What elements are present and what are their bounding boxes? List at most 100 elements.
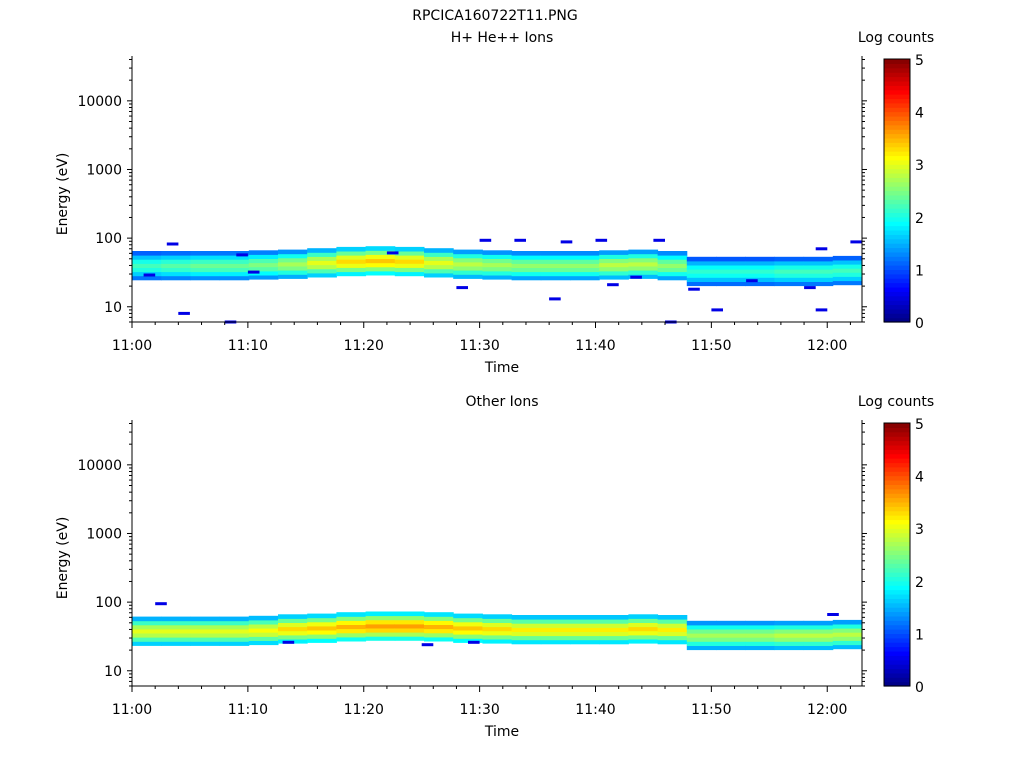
spectrogram-cell: [278, 622, 308, 628]
spectrogram-cell: [686, 620, 717, 626]
x-tick-label: 11:40: [575, 702, 615, 718]
spectrogram-cell: [161, 275, 191, 281]
colorbar-segment: [884, 423, 910, 428]
colorbar-segment: [884, 611, 910, 617]
spectrogram-cell: [716, 633, 746, 638]
spectrogram-cell: [161, 263, 191, 268]
spectrogram-cell: [336, 628, 367, 634]
spectrogram-cell: [394, 255, 425, 260]
spectrogram-cell: [657, 251, 688, 256]
spectrogram-cell: [482, 250, 513, 255]
spectrogram-cell: [132, 628, 162, 634]
low-count-cell: [827, 613, 839, 616]
colorbar-segment: [884, 532, 910, 538]
colorbar-segment: [884, 554, 910, 560]
spectrogram-cell: [161, 633, 191, 638]
spectrogram-cell: [803, 637, 834, 642]
colorbar-segment: [884, 475, 910, 481]
spectrogram-cell: [248, 615, 279, 621]
colorbar-segment: [884, 646, 910, 652]
x-tick-label: 12:00: [807, 702, 847, 718]
spectrogram-cell: [803, 265, 834, 270]
spectrogram-cell: [248, 632, 279, 637]
spectrogram-cell: [745, 269, 775, 274]
spectrogram-cell: [716, 645, 746, 651]
colorbar-tick-label: 3: [915, 158, 924, 174]
colorbar-segment: [884, 602, 910, 608]
spectrogram-cell: [599, 627, 629, 632]
spectrogram-cell: [803, 624, 834, 630]
x-tick-label: 11:50: [691, 702, 731, 718]
spectrogram-cell: [774, 281, 805, 287]
low-count-cell: [815, 308, 828, 312]
spectrogram-cell: [599, 270, 629, 276]
spectrogram-cell: [161, 251, 191, 256]
spectrogram-cell: [540, 627, 571, 632]
spectrogram-cell: [132, 637, 162, 642]
spectrogram-cell: [803, 645, 834, 651]
colorbar-segment: [884, 172, 910, 178]
colorbar-segment: [884, 593, 910, 599]
spectrogram-cell: [832, 260, 863, 265]
panel-title: H+ He++ Ions: [451, 30, 554, 46]
colorbar-segment: [884, 668, 910, 674]
spectrogram-cell: [453, 617, 483, 623]
colorbar-segment: [884, 63, 910, 69]
spectrogram-cell: [219, 251, 250, 256]
spectrogram-cell: [657, 627, 688, 632]
x-axis-label: Time: [484, 360, 519, 376]
spectrogram-cell: [716, 624, 746, 630]
colorbar-segment: [884, 85, 910, 91]
spectrogram-cell: [336, 259, 367, 264]
colorbar-segment: [884, 120, 910, 126]
colorbar-segment: [884, 458, 910, 464]
colorbar-segment: [884, 278, 910, 284]
spectrogram-cell: [686, 629, 717, 634]
spectrogram-cell: [832, 632, 863, 637]
colorbar-segment: [884, 479, 910, 485]
colorbar-segment: [884, 273, 910, 279]
spectrogram-cell: [190, 624, 221, 630]
colorbar-segment: [884, 181, 910, 187]
spectrogram-cell: [190, 267, 221, 273]
spectrogram-cell: [336, 251, 367, 256]
spectrogram-cell: [686, 645, 717, 651]
spectrogram-cell: [190, 251, 221, 256]
colorbar-segment: [884, 659, 910, 665]
x-tick-label: 11:50: [691, 338, 731, 354]
x-tick-label: 11:20: [344, 702, 384, 718]
spectrogram-cell: [628, 274, 659, 279]
colorbar-segment: [884, 265, 910, 270]
spectrogram-cell: [540, 271, 571, 277]
spectrogram-cell: [628, 622, 659, 628]
spectrogram-cell: [511, 271, 542, 277]
spectrogram-cell: [657, 615, 688, 620]
colorbar-segment: [884, 501, 910, 507]
spectrogram-cell: [686, 641, 717, 646]
spectrogram-cell: [219, 267, 250, 273]
colorbar-segment: [884, 159, 910, 165]
colorbar-tick-label: 4: [915, 106, 924, 122]
spectrogram-cell: [219, 255, 250, 260]
spectrogram-cell: [307, 613, 337, 619]
spectrogram-cell: [394, 263, 425, 268]
spectrogram-cell: [570, 619, 600, 624]
colorbar-segment: [884, 295, 910, 301]
colorbar-segment: [884, 313, 910, 319]
colorbar-segment: [884, 523, 910, 529]
spectrogram-cell: [628, 253, 659, 259]
spectrogram-cell: [453, 274, 483, 279]
spectrogram-cell: [745, 637, 775, 642]
low-count-cell: [549, 297, 561, 301]
y-tick-label: 10000: [77, 458, 122, 474]
spectrogram-cell: [307, 621, 337, 627]
colorbar-segment: [884, 493, 910, 499]
spectrogram-cell: [394, 246, 425, 252]
spectrogram-cell: [570, 259, 600, 264]
spectrogram-cell: [424, 264, 454, 270]
colorbar-segment: [884, 466, 910, 472]
spectrogram-cell: [219, 641, 250, 646]
colorbar-segment: [884, 585, 910, 591]
colorbar-segment: [884, 642, 910, 648]
colorbar-segment: [884, 229, 910, 235]
